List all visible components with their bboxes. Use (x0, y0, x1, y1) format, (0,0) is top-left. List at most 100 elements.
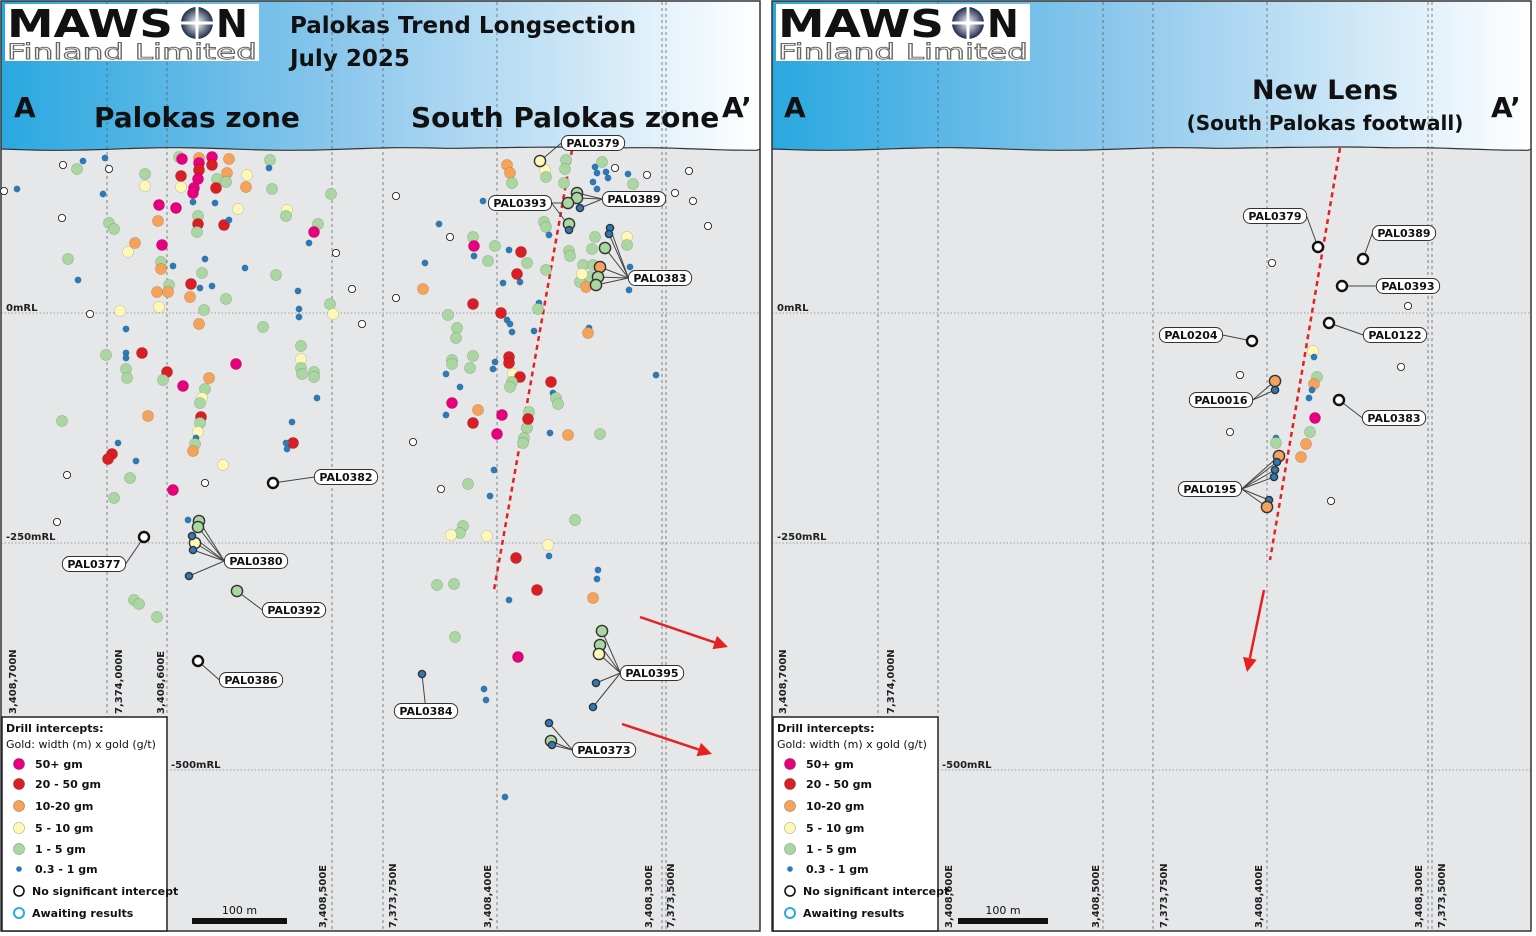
intercept-marker-5-10 (139, 180, 151, 192)
no-intercept-marker (191, 654, 205, 668)
logo-subtext: Finland Limited (778, 40, 1028, 64)
no-intercept-marker (1327, 496, 1336, 505)
intercept-marker-20-50 (210, 182, 222, 194)
intercept-marker-1-5 (595, 624, 609, 638)
intercept-marker-1-5 (589, 231, 601, 243)
grid-coordinate-label: 7,373,750N (388, 863, 399, 928)
no-intercept-marker (1226, 427, 1235, 436)
legend-item-label: 20 - 50 gm (35, 778, 101, 791)
legend-item-label: 0.3 - 1 gm (35, 863, 98, 876)
intercept-marker-0_3-1 (295, 305, 303, 313)
intercept-marker-1-5 (296, 368, 308, 380)
zone-label-palokas: Palokas zone (94, 101, 300, 134)
hole-label-box (1375, 278, 1441, 294)
intercept-marker-0_3-1 (196, 284, 204, 292)
intercept-marker-1-5 (450, 332, 462, 344)
intercept-marker-10-20 (193, 318, 205, 330)
logo-text: N (987, 2, 1019, 46)
intercept-marker-1-5 (627, 178, 639, 190)
intercept-marker-50plus (167, 484, 179, 496)
intercept-marker-1-5 (257, 321, 269, 333)
intercept-marker-1-5 (598, 241, 612, 255)
intercept-marker-20-50 (545, 376, 557, 388)
intercept-marker-0_3-1 (188, 545, 198, 555)
no-intercept-marker (643, 170, 652, 179)
no-intercept-marker (63, 470, 72, 479)
intercept-marker-5-10 (533, 154, 547, 168)
intercept-marker-1-5 (431, 579, 443, 591)
legend-item-label: Awaiting results (803, 907, 905, 920)
intercept-marker-10-20 (582, 327, 594, 339)
hole-label-box (1361, 410, 1427, 426)
intercept-marker-0_3-1 (545, 552, 553, 560)
topography-line (0, 146, 761, 151)
hole-label-text: PAL0393 (1381, 280, 1434, 293)
intercept-marker-10-20 (162, 286, 174, 298)
no-intercept-marker (200, 478, 209, 487)
intercept-marker-0_3-1 (624, 170, 632, 178)
drill-hole-label: PAL0389 (1371, 225, 1437, 241)
hole-label-text: PAL0392 (267, 604, 320, 617)
hole-label-box (601, 191, 667, 207)
drill-hole-label: PAL0393 (1375, 278, 1441, 294)
legend-item-label: 50+ gm (35, 758, 83, 771)
intercept-marker-0_3-1 (79, 157, 87, 165)
intercept-marker-1-5 (506, 177, 518, 189)
no-intercept-marker (408, 437, 417, 446)
intercept-marker-0_3-1 (208, 282, 216, 290)
grid-coordinate-label: 7,374,000N (114, 649, 125, 714)
intercept-marker-5-10 (232, 203, 244, 215)
intercept-marker-1-5 (264, 154, 276, 166)
intercept-marker-0_3-1 (225, 216, 233, 224)
intercept-marker-1-5 (62, 253, 74, 265)
legend-box (772, 716, 939, 932)
intercept-marker-10-20 (129, 237, 141, 249)
intercept-marker-1-5 (589, 278, 603, 292)
intercept-marker-0_3-1 (282, 439, 290, 447)
intercept-marker-0_3-1 (482, 696, 490, 704)
intercept-marker-1-5 (56, 415, 68, 427)
no-intercept-marker (1245, 334, 1259, 348)
intercept-marker-1-5 (449, 631, 461, 643)
intercept-marker-10-20 (142, 410, 154, 422)
legend-item-label: Awaiting results (32, 907, 134, 920)
intercept-marker-5-10 (217, 459, 229, 471)
plunge-arrow-shaft (1248, 589, 1266, 659)
intercept-marker-0_3-1 (417, 669, 427, 679)
drill-hole-label: PAL0380 (223, 553, 289, 569)
figure-date: July 2025 (288, 46, 410, 72)
intercept-marker-5-10 (592, 647, 606, 661)
intercept-marker-1-5 (448, 578, 460, 590)
intercept-marker-1-5 (191, 226, 203, 238)
intercept-marker-50plus (491, 428, 503, 440)
intercept-marker-50plus (177, 380, 189, 392)
intercept-marker-1-5 (157, 374, 169, 386)
intercept-marker-0_3-1 (265, 164, 273, 172)
no-intercept-marker (1236, 370, 1245, 379)
logo-cross (179, 5, 215, 41)
intercept-marker-0_3-1 (486, 492, 494, 500)
hole-label-box (313, 469, 379, 485)
hole-label-box (1371, 225, 1437, 241)
hole-label-text: PAL0379 (1248, 210, 1301, 223)
legend-swatch-none (784, 885, 796, 897)
intercept-marker-0_3-1 (604, 229, 614, 239)
intercept-marker-10-20 (223, 153, 235, 165)
grid-coordinate-label: 7,373,500N (1437, 863, 1448, 928)
intercept-marker-10-20 (1268, 374, 1282, 388)
legend-item-label: No significant intercept (32, 885, 178, 898)
hole-label-text: PAL0195 (1183, 483, 1236, 496)
drill-hole-label: PAL0016 (1188, 392, 1254, 408)
legend: Drill intercepts: Gold: width (m) x gold … (772, 716, 949, 932)
intercept-marker-1-5 (108, 492, 120, 504)
intercept-marker-0_3-1 (588, 702, 598, 712)
intercept-marker-20-50 (467, 298, 479, 310)
hole-label-box (1362, 327, 1428, 343)
intercept-marker-0_3-1 (1269, 472, 1279, 482)
no-intercept-marker (58, 213, 67, 222)
trend-line (1268, 147, 1342, 561)
intercept-marker-20-50 (511, 268, 523, 280)
drill-hole-label: PAL0393 (487, 195, 553, 211)
intercept-marker-0_3-1 (594, 566, 602, 574)
legend-item-label: No significant intercept (803, 885, 949, 898)
